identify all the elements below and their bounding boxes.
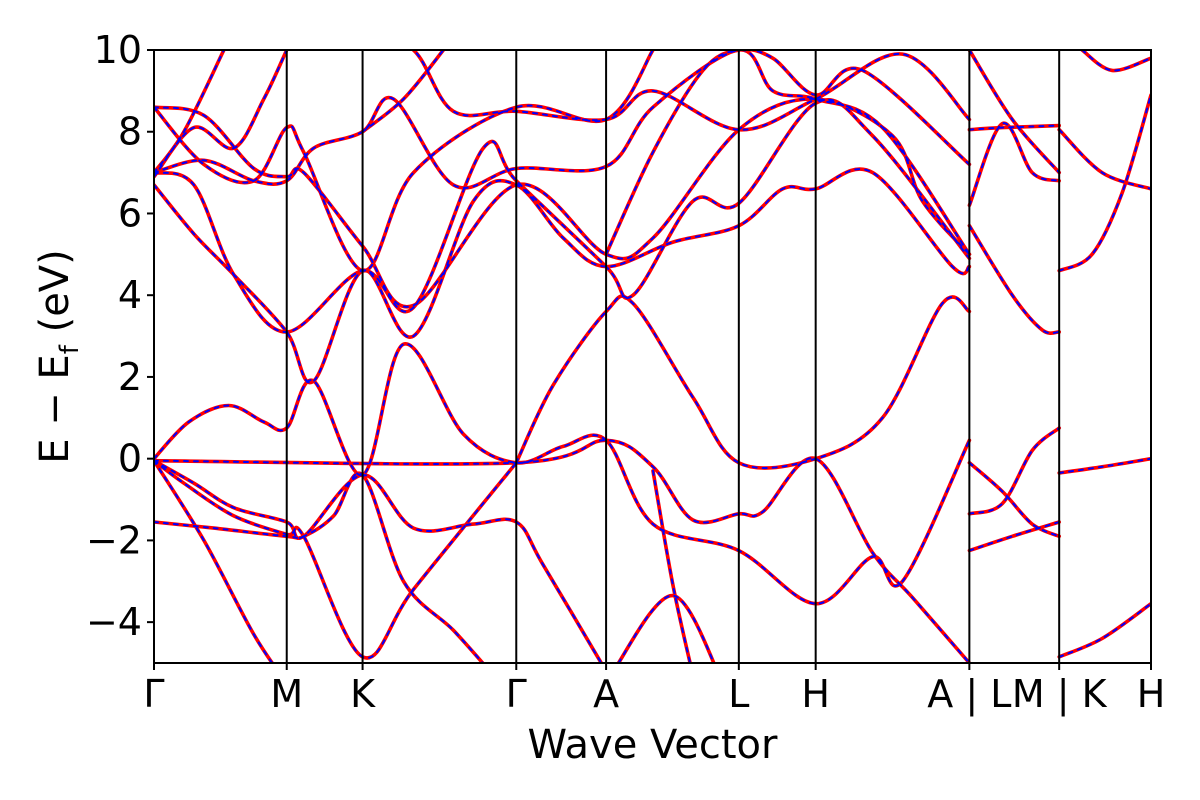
- x-tick-label-1: M: [270, 672, 303, 716]
- band-overlay-16: [361, 50, 445, 133]
- band-overlay-20: [968, 124, 1061, 131]
- x-tick-label-7: A | L: [927, 672, 1011, 717]
- band-line-24: [967, 426, 1061, 516]
- band-overlay-13: [154, 50, 654, 272]
- high-symmetry-lines: [285, 50, 1061, 663]
- band-overlay-1: [154, 459, 274, 663]
- band-line-29: [1057, 601, 1151, 659]
- band-overlay-29: [1058, 602, 1151, 658]
- y-tick-label-0: −4: [86, 600, 142, 644]
- y-tick-label-7: 10: [94, 28, 142, 72]
- x-tick-label-2: K: [350, 672, 376, 716]
- band-line-2: [154, 458, 519, 660]
- y-tick-label-5: 6: [118, 191, 142, 235]
- plot-frame: [153, 49, 1152, 664]
- y-tick-label-3: 2: [118, 355, 142, 399]
- band-overlay-19: [968, 122, 1061, 207]
- band-overlay-27: [1058, 128, 1151, 190]
- band-overlay-24: [968, 427, 1061, 515]
- band-line-8: [651, 469, 692, 663]
- band-overlay-11: [154, 50, 971, 256]
- x-tick-label-8: M | K: [1012, 672, 1108, 717]
- y-axis-title: E − Ef (eV): [32, 249, 85, 464]
- band-line-5: [154, 438, 972, 663]
- x-tick-label-4: A: [593, 672, 619, 716]
- band-line-0: [154, 458, 604, 663]
- band-overlay-15: [154, 50, 288, 178]
- band-overlay-26: [1058, 94, 1151, 272]
- band-line-12: [154, 97, 972, 309]
- x-axis-title: Wave Vector: [528, 722, 779, 768]
- band-line-4: [154, 342, 972, 606]
- band-overlay-14: [154, 50, 225, 174]
- band-line-26: [1057, 93, 1151, 273]
- band-line-22: [967, 50, 1061, 175]
- band-overlay-23: [968, 461, 1061, 538]
- band-overlay-25: [968, 521, 1061, 552]
- band-line-21: [967, 223, 1061, 335]
- band-line-18: [604, 50, 972, 257]
- y-axis-title-subscript: f: [55, 344, 85, 354]
- x-tick-label-3: Γ: [506, 672, 527, 716]
- band-overlay-17: [411, 50, 971, 131]
- bands-layer: [154, 50, 1151, 663]
- band-overlay-9: [154, 168, 971, 384]
- band-overlay-22: [968, 50, 1061, 174]
- band-overlay-4: [154, 343, 971, 605]
- band-overlay-6: [515, 295, 971, 469]
- band-line-16: [360, 50, 446, 134]
- band-line-6: [514, 294, 972, 470]
- x-tick-label-0: Γ: [143, 672, 164, 716]
- band-line-10: [154, 97, 972, 334]
- band-overlay-2: [154, 459, 518, 660]
- band-line-15: [154, 50, 289, 179]
- band-overlay-5: [154, 439, 971, 663]
- band-overlay-18: [605, 50, 971, 256]
- y-axis-title-main: E − E: [32, 354, 78, 464]
- band-line-30: [1080, 50, 1151, 73]
- x-tick-label-5: L: [728, 672, 749, 716]
- band-line-9: [154, 167, 972, 385]
- band-line-7: [616, 593, 716, 663]
- band-line-3: [154, 471, 486, 663]
- band-overlay-12: [154, 97, 971, 308]
- y-tick-label-1: −2: [86, 518, 142, 562]
- x-tick-label-6: H: [801, 672, 830, 716]
- y-tick-label-4: 4: [118, 273, 142, 317]
- y-tick-label-6: 8: [118, 110, 142, 154]
- band-overlay-28: [1058, 457, 1151, 474]
- band-overlay-21: [968, 224, 1061, 335]
- y-tick-label-2: 0: [118, 437, 142, 481]
- band-overlay-0: [154, 459, 603, 663]
- band-overlay-10: [154, 98, 971, 334]
- band-overlay-7: [617, 594, 715, 663]
- y-axis-title-unit: (eV): [32, 249, 78, 345]
- band-overlay-3: [154, 472, 484, 663]
- y-ticks: −4 −2 0 2 4 6 8 10: [86, 28, 154, 644]
- x-tick-label-9: H: [1137, 672, 1166, 716]
